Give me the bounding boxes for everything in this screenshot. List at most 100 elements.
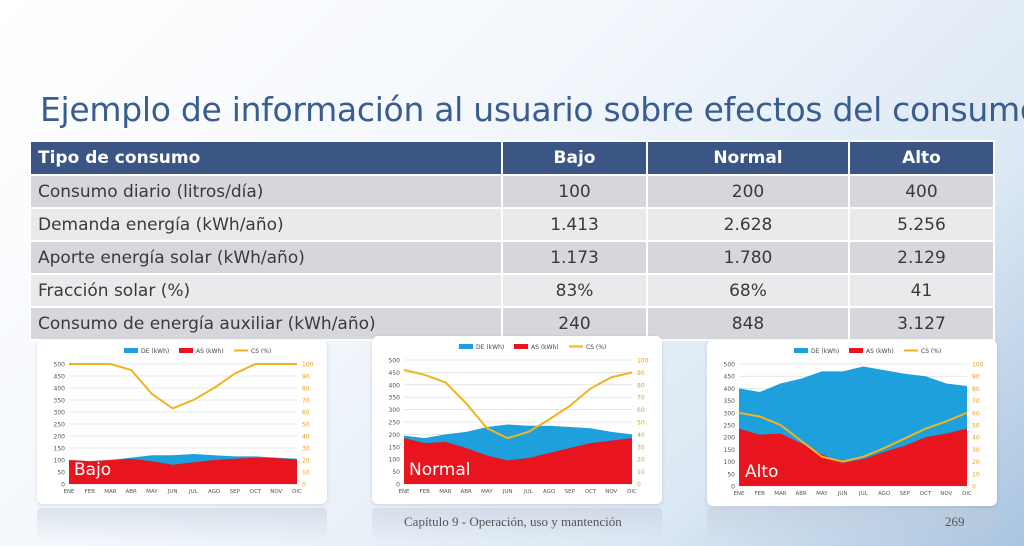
y-tick-label: 0	[61, 482, 65, 489]
y2-tick-label: 30	[637, 444, 645, 451]
y-tick-label: 500	[389, 358, 401, 365]
cell-bajo: 100	[500, 174, 649, 209]
x-tick-label: ENE	[63, 489, 75, 495]
table-row: Consumo de energía auxiliar (kWh/año) 24…	[29, 306, 996, 341]
x-tick-label: OCT	[920, 491, 932, 497]
x-tick-label: FEB	[420, 489, 431, 495]
slide-title: Ejemplo de información al usuario sobre …	[40, 90, 1024, 129]
x-tick-label: MAY	[816, 491, 828, 497]
y-tick-label: 100	[54, 458, 66, 465]
cell-normal: 848	[646, 306, 850, 341]
legend-label: AS (kWh)	[531, 344, 559, 351]
y-tick-label: 100	[724, 459, 736, 466]
y2-tick-label: 70	[302, 398, 310, 405]
x-tick-label: JUL	[858, 491, 869, 497]
y2-tick-label: 100	[637, 358, 649, 365]
x-tick-label: MAR	[774, 491, 787, 497]
x-tick-label: MAR	[439, 489, 452, 495]
x-tick-label: NOV	[270, 489, 282, 495]
chart-normal-svg: 0 50 100 150 200 250 300 350 400 450 500 0 10 20 30 40 5…	[389, 344, 649, 495]
y-tick-label: 200	[724, 435, 736, 442]
y2-tick-label: 70	[637, 395, 645, 402]
chart-normal: 0 50 100 150 200 250 300 350 400 450 500 0 10 20 30 40 5…	[372, 336, 662, 504]
cell-normal: 2.628	[646, 207, 850, 242]
y2-tick-label: 60	[972, 410, 980, 417]
row-label: Fracción solar (%)	[29, 273, 503, 308]
chart-tag-normal: Normal	[409, 460, 471, 480]
x-tick-label: ABR	[461, 489, 473, 495]
x-tick-label: OCT	[585, 489, 597, 495]
y2-tick-label: 40	[302, 434, 310, 441]
y2-tick-label: 40	[637, 432, 645, 439]
y-tick-label: 50	[57, 470, 65, 477]
row-label: Consumo de energía auxiliar (kWh/año)	[29, 306, 503, 341]
y-tick-label: 250	[54, 422, 66, 429]
chart-tag-bajo: Bajo	[74, 460, 112, 480]
table-row: Consumo diario (litros/día) 100 200 400	[29, 174, 996, 209]
legend-label: CS (%)	[921, 348, 941, 355]
y-tick-label: 300	[54, 410, 66, 417]
consumption-table: Tipo de consumo Bajo Normal Alto Consumo…	[29, 140, 996, 341]
chart-reflection	[707, 508, 997, 542]
x-tick-label: JUN	[502, 489, 513, 495]
x-tick-label: MAR	[104, 489, 117, 495]
x-tick-label: DIC	[962, 491, 972, 497]
x-tick-label: SEP	[565, 489, 576, 495]
x-tick-label: OCT	[250, 489, 262, 495]
y-tick-label: 350	[389, 395, 401, 402]
legend-swatch	[849, 348, 863, 353]
legend-swatch	[794, 348, 808, 353]
y2-tick-label: 50	[302, 422, 310, 429]
series-line-cs	[738, 411, 968, 463]
y-tick-label: 250	[389, 420, 401, 427]
chart-reflection	[37, 508, 327, 542]
x-tick-label: NOV	[605, 489, 617, 495]
y2-tick-label: 0	[637, 482, 641, 489]
series-line-cs	[403, 368, 633, 440]
y2-tick-label: 20	[972, 459, 980, 466]
chart-bajo: 0 50 100 150 200 250 300 350 400 450 500 0 10 20 30 40 5…	[37, 340, 327, 504]
x-tick-label: NOV	[940, 491, 952, 497]
y2-tick-label: 0	[972, 484, 976, 491]
x-tick-label: AGO	[208, 489, 221, 495]
legend-label: DE (kWh)	[811, 348, 839, 355]
y-tick-label: 300	[724, 410, 736, 417]
y-tick-label: 350	[54, 398, 66, 405]
y-tick-label: 150	[724, 447, 736, 454]
cell-alto: 400	[847, 174, 996, 209]
y2-tick-label: 80	[302, 386, 310, 393]
y-tick-label: 500	[724, 362, 736, 369]
y-tick-label: 450	[724, 374, 736, 381]
x-tick-label: DIC	[627, 489, 637, 495]
x-tick-label: ENE	[733, 491, 745, 497]
row-label: Demanda energía (kWh/año)	[29, 207, 503, 242]
y2-tick-label: 60	[637, 407, 645, 414]
row-label: Consumo diario (litros/día)	[29, 174, 503, 209]
y2-tick-label: 100	[302, 362, 314, 369]
legend-label: CS (%)	[251, 348, 271, 355]
x-tick-label: AGO	[543, 489, 556, 495]
y-tick-label: 200	[54, 434, 66, 441]
y-tick-label: 300	[389, 407, 401, 414]
y2-tick-label: 10	[972, 471, 980, 478]
legend-label: CS (%)	[586, 344, 606, 351]
y-tick-label: 350	[724, 398, 736, 405]
footer-chapter: Capítulo 9 - Operación, uso y mantención	[404, 514, 622, 529]
cell-bajo: 1.173	[500, 240, 649, 275]
series-area-as	[739, 428, 967, 486]
table-row: Demanda energía (kWh/año) 1.413 2.628 5.…	[29, 207, 996, 242]
y2-tick-label: 80	[972, 386, 980, 393]
legend-swatch	[459, 344, 473, 349]
page-number: 269	[945, 514, 965, 529]
cell-alto: 41	[847, 273, 996, 308]
x-tick-label: JUN	[837, 491, 848, 497]
y2-tick-label: 10	[637, 469, 645, 476]
x-tick-label: MAY	[146, 489, 158, 495]
x-tick-label: ENE	[398, 489, 410, 495]
y-tick-label: 50	[727, 471, 735, 478]
y-tick-label: 0	[396, 482, 400, 489]
cell-alto: 3.127	[847, 306, 996, 341]
x-tick-label: AGO	[878, 491, 891, 497]
y2-tick-label: 10	[302, 470, 310, 477]
legend-label: DE (kWh)	[476, 344, 504, 351]
